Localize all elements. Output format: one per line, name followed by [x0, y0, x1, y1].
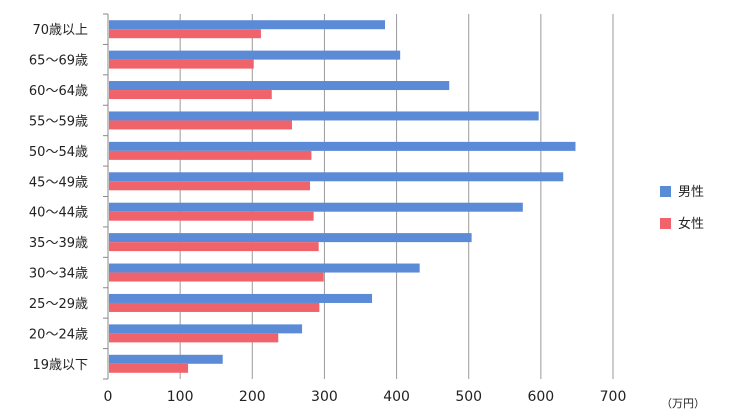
- x-tick-label: 700: [600, 389, 627, 405]
- x-tick-label: 500: [455, 389, 482, 405]
- category-label: 70歳以上: [32, 23, 88, 38]
- bar-0-0: [109, 20, 386, 30]
- grid-lines: [179, 14, 614, 379]
- category-label: 25〜29歳: [29, 297, 88, 312]
- bar-1-0: [109, 29, 261, 39]
- bar-1-8: [109, 272, 324, 282]
- bar-1-11: [109, 363, 189, 373]
- bar-0-7: [109, 233, 472, 243]
- bar-0-3: [109, 111, 539, 121]
- bar-0-8: [109, 263, 420, 273]
- legend-swatch: [660, 186, 671, 197]
- bar-1-10: [109, 333, 279, 343]
- unit-label: （万円）: [661, 397, 705, 410]
- axes: [103, 13, 109, 380]
- bar-1-2: [109, 90, 272, 100]
- category-label: 65〜69歳: [29, 54, 88, 69]
- x-tick-label: 0: [104, 389, 113, 405]
- bar-0-11: [109, 354, 223, 364]
- category-label: 30〜34歳: [29, 267, 88, 282]
- bar-1-9: [109, 302, 320, 312]
- x-tick-label: 100: [167, 389, 194, 405]
- x-tick-label: 400: [383, 389, 410, 405]
- bars: [109, 20, 576, 373]
- category-label: 40〜44歳: [29, 206, 88, 221]
- bar-1-6: [109, 211, 314, 221]
- x-tick-label: 600: [527, 389, 554, 405]
- bar-0-6: [109, 202, 523, 212]
- category-label: 60〜64歳: [29, 84, 88, 99]
- bar-0-2: [109, 81, 450, 91]
- bar-0-5: [109, 172, 564, 182]
- bar-0-4: [109, 141, 576, 151]
- category-label: 50〜54歳: [29, 145, 88, 160]
- bar-0-10: [109, 324, 303, 334]
- category-label: 20〜24歳: [29, 327, 88, 342]
- bar-1-4: [109, 150, 312, 160]
- x-tick-label: 200: [239, 389, 266, 405]
- category-label: 55〜59歳: [29, 114, 88, 129]
- bar-1-1: [109, 59, 254, 69]
- legend-label: 男性: [678, 185, 704, 200]
- category-label: 45〜49歳: [29, 175, 88, 190]
- bar-1-7: [109, 242, 319, 252]
- category-label: 35〜39歳: [29, 236, 88, 251]
- bar-0-9: [109, 293, 373, 303]
- bar-0-1: [109, 50, 401, 60]
- bar-1-3: [109, 120, 292, 130]
- x-tick-label: 300: [311, 389, 338, 405]
- labels: 0 100 200 300 400 500 600 700 70歳以上 65〜69歳 60〜64歳 5…: [29, 23, 705, 410]
- bar-1-5: [109, 181, 310, 191]
- legend-label: 女性: [678, 216, 704, 232]
- category-label: 19歳以下: [32, 358, 88, 373]
- legend-swatch: [660, 218, 671, 229]
